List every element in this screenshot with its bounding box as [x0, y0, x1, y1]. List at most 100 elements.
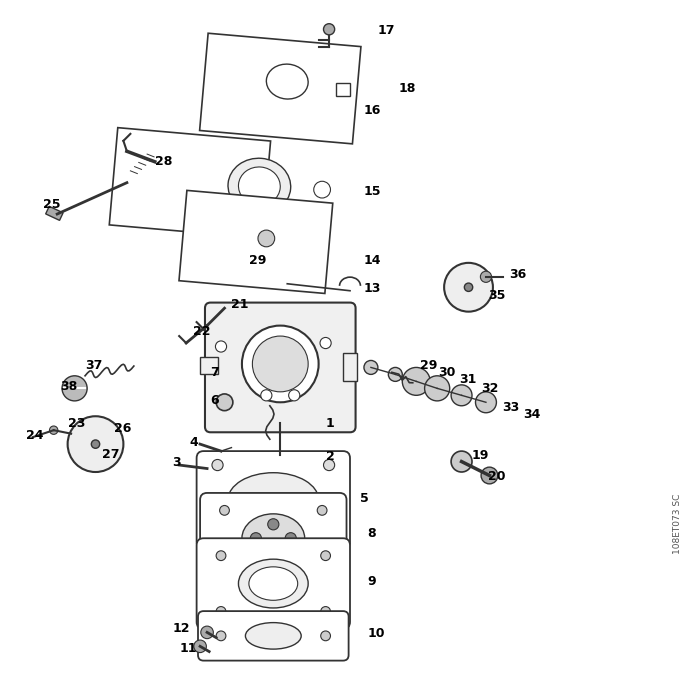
Text: 19: 19 [472, 449, 489, 463]
Text: 12: 12 [172, 622, 190, 636]
Bar [179, 190, 332, 293]
Bar [199, 33, 361, 143]
Text: 22: 22 [193, 325, 211, 337]
Bar [200, 357, 218, 374]
Circle shape [323, 459, 335, 470]
FancyBboxPatch shape [198, 611, 349, 661]
Text: 8: 8 [368, 527, 376, 540]
Text: 6: 6 [211, 393, 219, 407]
Text: 17: 17 [378, 25, 395, 37]
Text: 5: 5 [360, 492, 369, 505]
Circle shape [242, 326, 318, 402]
Ellipse shape [228, 158, 290, 214]
Text: 108ET073 SC: 108ET073 SC [673, 494, 682, 554]
Circle shape [323, 24, 335, 35]
Circle shape [480, 271, 491, 282]
Bar [336, 83, 350, 95]
Circle shape [464, 283, 473, 291]
Text: 2: 2 [326, 450, 335, 463]
Circle shape [216, 607, 226, 616]
Circle shape [201, 626, 214, 638]
Bar [343, 354, 357, 382]
Circle shape [321, 607, 330, 616]
Text: 27: 27 [102, 448, 120, 461]
Text: 13: 13 [364, 282, 382, 295]
Text: 24: 24 [26, 428, 43, 442]
Ellipse shape [267, 64, 308, 99]
Circle shape [68, 416, 123, 472]
Circle shape [267, 519, 279, 530]
Text: 25: 25 [43, 199, 61, 211]
Text: 9: 9 [368, 575, 376, 588]
Circle shape [50, 426, 58, 435]
Text: 20: 20 [488, 470, 505, 484]
Bar [46, 206, 63, 220]
Circle shape [216, 394, 233, 411]
Text: 14: 14 [364, 254, 382, 267]
Text: 3: 3 [172, 456, 181, 470]
Circle shape [220, 505, 230, 515]
Circle shape [216, 631, 226, 640]
Circle shape [258, 230, 274, 247]
Ellipse shape [239, 167, 280, 205]
Text: 10: 10 [368, 627, 385, 640]
Text: 11: 11 [179, 642, 197, 655]
Text: 29: 29 [420, 359, 437, 372]
Text: 18: 18 [399, 82, 416, 95]
Circle shape [253, 336, 308, 392]
Circle shape [274, 456, 286, 467]
Circle shape [320, 337, 331, 349]
Circle shape [194, 640, 206, 652]
FancyBboxPatch shape [205, 302, 356, 433]
Text: 4: 4 [190, 435, 198, 449]
Circle shape [62, 376, 87, 401]
Circle shape [216, 551, 226, 561]
Text: 1: 1 [326, 416, 335, 430]
Text: 16: 16 [364, 104, 382, 118]
Circle shape [321, 551, 330, 561]
Circle shape [402, 368, 430, 395]
Circle shape [444, 262, 493, 312]
Text: 36: 36 [509, 268, 526, 281]
Circle shape [323, 529, 335, 540]
Circle shape [317, 561, 327, 571]
Circle shape [212, 529, 223, 540]
Text: 30: 30 [438, 366, 456, 379]
Text: 29: 29 [249, 254, 266, 267]
Ellipse shape [246, 622, 301, 649]
Text: 35: 35 [488, 289, 505, 302]
Ellipse shape [242, 514, 304, 563]
Text: 28: 28 [155, 155, 172, 168]
Text: 34: 34 [523, 407, 540, 421]
FancyBboxPatch shape [197, 451, 350, 549]
Circle shape [425, 376, 449, 401]
Circle shape [288, 390, 300, 401]
Circle shape [285, 533, 296, 544]
Text: 26: 26 [114, 422, 132, 435]
Circle shape [216, 341, 227, 352]
Text: 15: 15 [364, 185, 382, 197]
Circle shape [314, 181, 330, 198]
Ellipse shape [228, 473, 318, 527]
Ellipse shape [249, 567, 298, 601]
Circle shape [389, 368, 402, 382]
Circle shape [451, 451, 472, 472]
Circle shape [451, 385, 472, 406]
Circle shape [212, 459, 223, 470]
Text: 21: 21 [232, 298, 249, 312]
Text: 7: 7 [211, 366, 219, 379]
Circle shape [364, 360, 378, 374]
Circle shape [220, 561, 230, 571]
Ellipse shape [239, 559, 308, 608]
Text: 33: 33 [502, 400, 519, 414]
Circle shape [261, 390, 272, 401]
Text: 37: 37 [85, 359, 102, 372]
Text: 38: 38 [61, 380, 78, 393]
Circle shape [91, 440, 99, 448]
Text: 32: 32 [481, 382, 498, 395]
FancyBboxPatch shape [197, 538, 350, 629]
Text: 23: 23 [68, 416, 85, 430]
Circle shape [475, 392, 496, 413]
Circle shape [251, 533, 262, 544]
Circle shape [267, 547, 279, 558]
